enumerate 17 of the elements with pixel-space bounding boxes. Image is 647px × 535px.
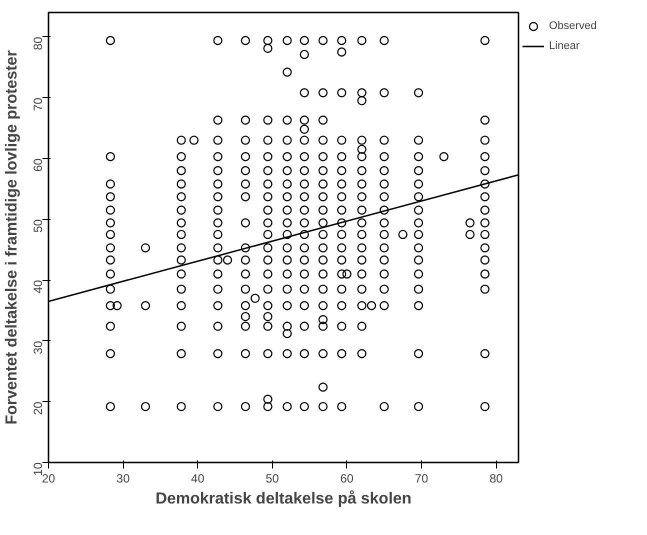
x-axis-title: Demokratisk deltakelse på skolen	[155, 490, 412, 508]
y-tick-label: 50	[31, 218, 45, 233]
y-tick-label: 80	[31, 36, 45, 50]
x-tick-label: 80	[489, 472, 504, 486]
x-tick-label: 40	[191, 472, 205, 486]
y-tick-label: 40	[31, 280, 45, 294]
y-tick-label: 30	[31, 340, 45, 354]
legend-label: Observed	[549, 20, 597, 32]
y-tick-label: 20	[31, 401, 45, 416]
y-tick-label: 70	[31, 97, 45, 111]
y-tick-label: 60	[31, 158, 45, 172]
x-tick-label: 30	[116, 472, 130, 486]
x-tick-label: 70	[414, 472, 429, 486]
legend-label: Linear	[549, 40, 580, 52]
x-tick-label: 60	[340, 472, 354, 486]
x-tick-label: 50	[266, 472, 280, 486]
y-axis-title: Forventet deltakelse i framtidige lovlige protester	[4, 50, 20, 425]
